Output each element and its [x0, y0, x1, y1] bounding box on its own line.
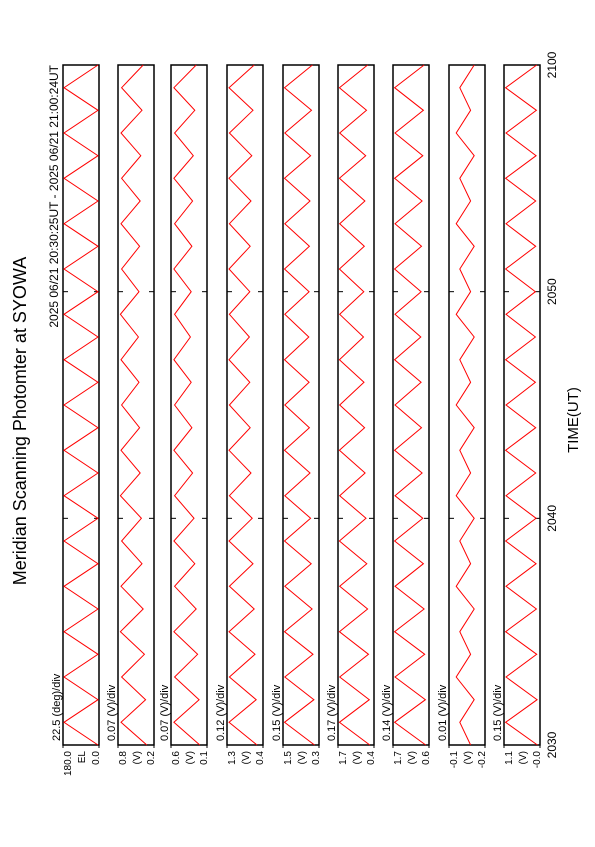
y-tick-label: 0.3: [311, 751, 322, 765]
panel-label: 0.17 (V)/div: [326, 684, 338, 741]
panel-frame: [62, 64, 100, 746]
y-axis-label: (V): [407, 751, 418, 764]
y-tick-label: 0.0: [91, 751, 102, 765]
y-tick-label: 0.2: [146, 751, 157, 765]
y-axis-label: EL: [77, 751, 88, 764]
y-tick-label: 1.3: [227, 751, 238, 765]
y-axis-label: (V): [352, 751, 363, 764]
y-tick-label: 0.1: [199, 751, 210, 765]
x-tick-label: 2030: [545, 731, 559, 758]
y-tick-label: -0.1: [449, 751, 460, 769]
panel-label: 0.12 (V)/div: [215, 684, 227, 741]
data-line: [228, 64, 258, 746]
subtitle: 2025 06/21 20:30:25UT - 2025 06/21 21:00…: [47, 64, 61, 327]
y-tick-label: 180.0: [63, 751, 74, 776]
y-tick-label: -0.2: [477, 751, 488, 769]
y-axis-label: (V): [241, 751, 252, 764]
x-tick-label: 2040: [545, 505, 559, 532]
panel-frame: [117, 64, 155, 746]
x-tick-label: 2100: [545, 51, 559, 78]
y-tick-label: 0.4: [366, 751, 377, 765]
panel-frame: [503, 64, 541, 746]
data-line: [455, 64, 475, 746]
y-tick-label: 0.8: [118, 751, 129, 765]
y-tick-label: 1.5: [283, 751, 294, 765]
panel-frame: [392, 64, 430, 746]
panel-label: 0.01 (V)/div: [437, 684, 449, 741]
plot-area: Meridian Scanning Photomter at SYOWA 202…: [10, 51, 582, 776]
chart-title: Meridian Scanning Photomter at SYOWA: [10, 257, 30, 585]
panel-frame: [448, 64, 486, 746]
x-axis-label: TIME(UT): [565, 387, 582, 453]
panel-frame: [282, 64, 320, 746]
panel-label: 0.07 (V)/div: [159, 684, 171, 741]
data-line: [283, 64, 315, 746]
y-tick-label: 1.1: [504, 751, 515, 765]
x-tick-label: 2050: [545, 278, 559, 305]
y-axis-label: (V): [518, 751, 529, 764]
y-tick-label: 1.7: [393, 751, 404, 765]
panel-label: 0.15 (V)/div: [271, 684, 283, 741]
panel-label: 0.14 (V)/div: [381, 684, 393, 741]
y-axis-label: (V): [297, 751, 308, 764]
y-tick-label: -0.0: [532, 751, 543, 769]
panel-frame: [226, 64, 264, 746]
data-line: [173, 64, 201, 746]
y-tick-label: 1.7: [338, 751, 349, 765]
data-line: [119, 64, 148, 746]
data-line: [504, 64, 538, 746]
panel-label: 22.5 (deg)/div: [51, 673, 63, 741]
y-tick-label: 0.6: [421, 751, 432, 765]
data-line: [338, 64, 371, 746]
y-axis-label: (V): [185, 751, 196, 764]
panel-frame: [337, 64, 375, 746]
panel-frame: [170, 64, 208, 746]
panel-label: 0.15 (V)/div: [492, 684, 504, 741]
y-axis-label: (V): [463, 751, 474, 764]
y-tick-label: 0.4: [255, 751, 266, 765]
y-axis-label: (V): [132, 751, 143, 764]
panel-label: 0.07 (V)/div: [106, 684, 118, 741]
data-line: [63, 64, 99, 746]
y-tick-label: 0.6: [171, 751, 182, 765]
data-line: [393, 64, 427, 746]
